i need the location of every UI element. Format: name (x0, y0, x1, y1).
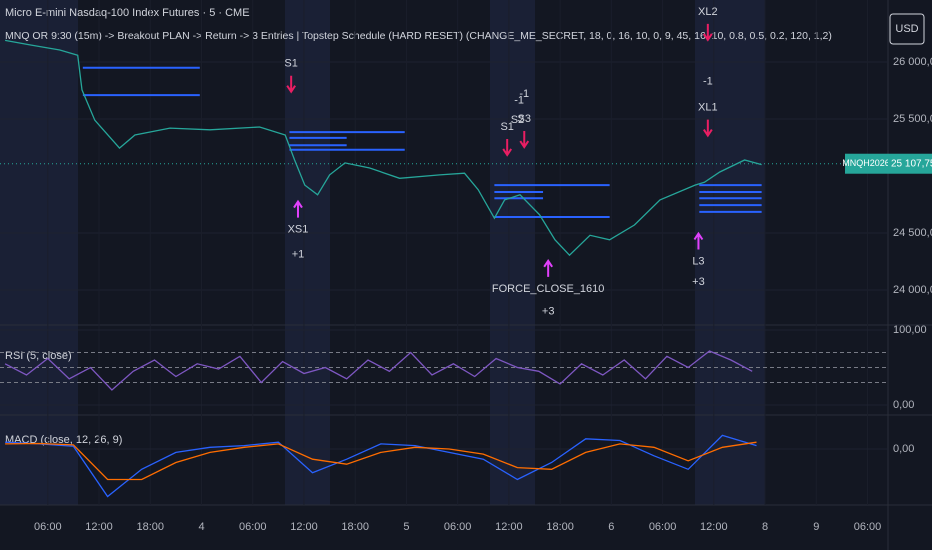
currency-button[interactable] (889, 13, 925, 45)
x-tick-label: 06:00 (239, 521, 267, 533)
annotation: -1 (703, 75, 713, 87)
annotation: +1 (292, 249, 305, 261)
price-tag (888, 153, 932, 174)
signal-arrow (286, 75, 296, 94)
signal-arrow (703, 119, 713, 138)
annotation: -1 (514, 95, 524, 107)
session-shade (0, 0, 78, 505)
signal-arrow (519, 131, 530, 149)
y-tick-label: 24 000,00 (893, 284, 932, 296)
x-tick-label: 06:00 (649, 521, 677, 533)
annotation: L3 (692, 255, 704, 267)
x-tick-label: 5 (403, 521, 409, 533)
x-tick-label: 06:00 (34, 521, 62, 533)
session-shade (285, 0, 330, 505)
annotation: S2 (511, 114, 524, 126)
signal-arrow (543, 259, 554, 277)
x-tick-label: 12:00 (495, 521, 523, 533)
x-tick-label: 12:00 (700, 521, 728, 533)
x-tick-label: 12:00 (290, 521, 318, 533)
series-line (5, 441, 757, 481)
y-tick-label: 0,00 (893, 399, 914, 411)
annotation: S1 (500, 121, 513, 133)
x-tick-label: 18:00 (546, 521, 574, 533)
x-tick-label: 18:00 (341, 521, 369, 533)
annotation: S3 (518, 113, 531, 125)
annotation: -1 (519, 88, 529, 100)
x-tick-label: 18:00 (137, 521, 165, 533)
y-tick-label: 0,00 (893, 443, 914, 455)
signal-arrow (703, 23, 713, 42)
price-label: 25 107,75 (891, 158, 932, 169)
x-tick-label: 6 (608, 521, 614, 533)
x-tick-label: 06:00 (444, 521, 472, 533)
annotation: +3 (542, 306, 555, 318)
session-shade (695, 0, 765, 505)
y-tick-label: 100,00 (893, 324, 927, 336)
x-tick-label: 12:00 (85, 521, 113, 533)
x-tick-label: 4 (198, 521, 204, 533)
signal-arrow (293, 199, 303, 218)
x-tick-label: 9 (813, 521, 819, 533)
annotation: XL2 (698, 6, 718, 18)
y-tick-label: 26 000,00 (893, 56, 932, 68)
annotation: XL1 (698, 102, 718, 114)
price-line (4, 350, 753, 391)
x-tick-label: 06:00 (854, 521, 882, 533)
symbol-label: MNQH2026 (842, 158, 890, 168)
annotation: S1 (284, 58, 297, 70)
annotation: FORCE_CLOSE_1610 (492, 283, 605, 295)
signal-arrow (693, 231, 704, 250)
price-line (4, 39, 762, 257)
macd-title: MACD (close, 12, 26, 9) (5, 434, 122, 446)
chart-title: Micro E-mini Nasdaq-100 Index Futures · … (5, 7, 250, 19)
symbol-tag (845, 153, 888, 174)
currency[interactable]: USD (895, 23, 918, 35)
rsi-title: RSI (5, close) (5, 350, 72, 362)
y-tick-label: 24 500,00 (893, 227, 932, 239)
x-tick-label: 8 (762, 521, 768, 533)
annotation: XS1 (288, 223, 309, 235)
indicator-title: MNQ OR 9:30 (15m) -> Breakout PLAN -> Re… (5, 30, 832, 42)
y-tick-label: 25 500,00 (893, 113, 932, 125)
signal-arrow (502, 138, 513, 157)
annotation: +3 (692, 276, 705, 288)
session-shade (490, 0, 535, 505)
